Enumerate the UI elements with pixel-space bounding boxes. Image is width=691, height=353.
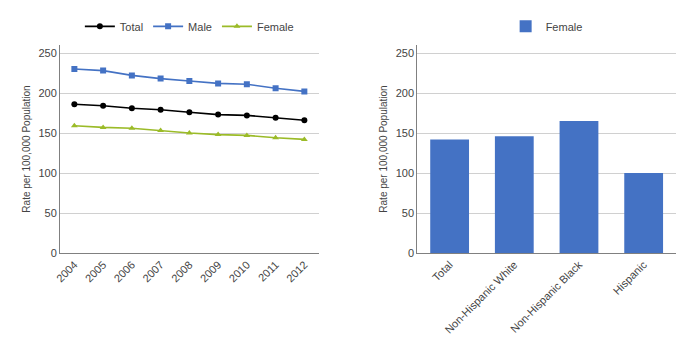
svg-text:Non-Hispanic Black: Non-Hispanic Black	[508, 258, 585, 335]
svg-text:Hispanic: Hispanic	[611, 258, 650, 297]
svg-text:Rate per 100,000 Population: Rate per 100,000 Population	[378, 85, 389, 212]
svg-text:150: 150	[396, 127, 414, 139]
svg-text:2012: 2012	[284, 259, 310, 285]
svg-text:2007: 2007	[140, 259, 166, 285]
svg-text:Total: Total	[430, 259, 455, 284]
svg-text:0: 0	[408, 247, 414, 259]
svg-text:200: 200	[38, 87, 56, 99]
svg-text:2008: 2008	[169, 259, 195, 285]
svg-text:250: 250	[38, 47, 56, 59]
svg-text:2004: 2004	[54, 259, 80, 285]
svg-text:150: 150	[38, 127, 56, 139]
svg-text:100: 100	[38, 167, 56, 179]
svg-text:Rate per 100,000 Population: Rate per 100,000 Population	[21, 85, 32, 212]
svg-text:2005: 2005	[83, 259, 109, 285]
svg-text:250: 250	[396, 47, 414, 59]
svg-text:0: 0	[51, 247, 57, 259]
svg-text:2009: 2009	[198, 259, 224, 285]
svg-text:2010: 2010	[226, 259, 252, 285]
svg-text:2006: 2006	[111, 259, 137, 285]
svg-text:50: 50	[402, 207, 414, 219]
svg-text:Female: Female	[257, 21, 294, 33]
svg-text:Total: Total	[120, 21, 143, 33]
svg-text:200: 200	[396, 87, 414, 99]
svg-text:Male: Male	[188, 21, 212, 33]
svg-text:2011: 2011	[256, 259, 281, 284]
svg-text:Female: Female	[546, 21, 583, 33]
svg-text:100: 100	[396, 167, 414, 179]
svg-text:50: 50	[45, 207, 57, 219]
svg-text:Non-Hispanic White: Non-Hispanic White	[442, 259, 519, 336]
